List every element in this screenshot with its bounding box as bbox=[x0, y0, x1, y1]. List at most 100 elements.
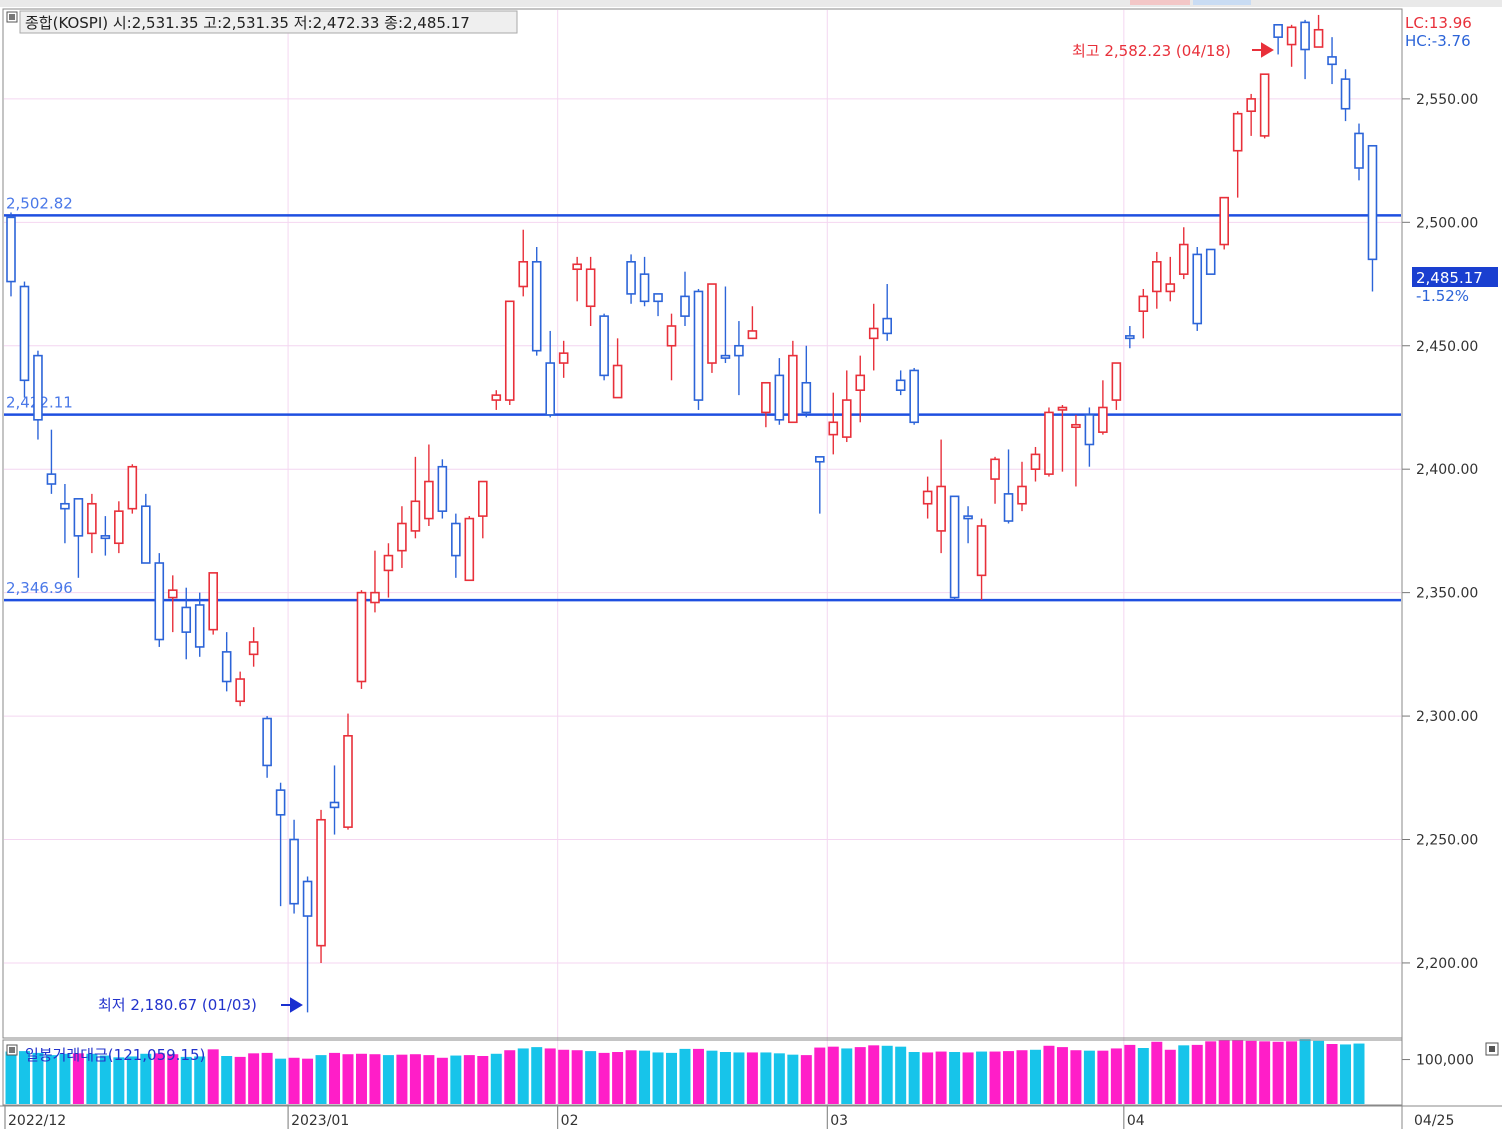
candle-body bbox=[262, 717, 272, 767]
volume-bar bbox=[194, 1056, 206, 1104]
volume-bar bbox=[315, 1055, 327, 1104]
candle-body bbox=[1367, 144, 1378, 261]
candle-body bbox=[1084, 414, 1095, 446]
candle bbox=[963, 506, 973, 544]
candle bbox=[194, 592, 205, 657]
volume-bar bbox=[1097, 1050, 1109, 1104]
candle-body bbox=[424, 480, 434, 520]
volume-bar bbox=[746, 1052, 758, 1104]
candle-body bbox=[370, 591, 380, 604]
candle-body bbox=[882, 317, 893, 335]
candle-body bbox=[585, 268, 596, 308]
candle-body bbox=[1354, 132, 1364, 169]
candle bbox=[801, 345, 812, 418]
candle bbox=[1219, 196, 1229, 250]
candle-body bbox=[1071, 423, 1081, 429]
volume-bar bbox=[989, 1051, 1001, 1104]
candle bbox=[1003, 449, 1014, 524]
volume-bar bbox=[1083, 1050, 1095, 1104]
candle-body bbox=[167, 589, 178, 599]
candle bbox=[949, 495, 960, 601]
volume-bar bbox=[490, 1053, 502, 1104]
volume-bar bbox=[558, 1049, 570, 1104]
candle-body bbox=[639, 273, 650, 303]
candle-body bbox=[1165, 283, 1176, 293]
candle-body bbox=[909, 369, 919, 424]
candle-body bbox=[208, 572, 218, 631]
volume-bar bbox=[1205, 1041, 1217, 1104]
candle bbox=[1273, 24, 1283, 55]
candle-body bbox=[828, 421, 839, 436]
candle-body bbox=[1300, 21, 1310, 51]
candle-body bbox=[720, 354, 731, 359]
candle-body bbox=[437, 465, 448, 512]
volume-bar bbox=[800, 1055, 812, 1104]
volume-bar bbox=[207, 1049, 219, 1104]
candle-body bbox=[990, 458, 1000, 480]
candle bbox=[262, 716, 272, 778]
volume-bar bbox=[1245, 1040, 1257, 1104]
candle-body bbox=[154, 562, 165, 641]
candle-body bbox=[397, 522, 407, 552]
candle-body bbox=[410, 500, 421, 532]
candle-body bbox=[922, 490, 933, 505]
candle bbox=[451, 513, 461, 578]
volume-bar bbox=[652, 1052, 664, 1104]
candle-body bbox=[1313, 28, 1324, 48]
candle bbox=[1044, 407, 1054, 477]
candle-body bbox=[653, 293, 663, 303]
candle-body bbox=[936, 485, 946, 532]
candle-body bbox=[235, 678, 245, 703]
candle bbox=[1286, 24, 1297, 67]
volume-bar bbox=[1326, 1044, 1338, 1104]
candle-body bbox=[1273, 24, 1283, 38]
candle bbox=[1354, 123, 1364, 181]
candle bbox=[46, 429, 57, 494]
volume-bar bbox=[329, 1052, 341, 1104]
candle-body bbox=[963, 515, 973, 520]
candle-body bbox=[1057, 406, 1068, 411]
candle bbox=[747, 306, 758, 340]
candle-body bbox=[1030, 453, 1041, 470]
volume-bar bbox=[962, 1052, 974, 1104]
candle bbox=[1205, 248, 1216, 275]
candle-body bbox=[1003, 493, 1014, 522]
volume-bar bbox=[355, 1053, 367, 1104]
candle-body bbox=[127, 465, 138, 510]
candle bbox=[1340, 69, 1351, 122]
candle-body bbox=[801, 381, 812, 414]
candle-body bbox=[1205, 248, 1216, 275]
candle-body bbox=[1125, 335, 1135, 340]
candle-body bbox=[356, 591, 367, 683]
candle bbox=[1125, 326, 1135, 349]
candle bbox=[1030, 446, 1041, 482]
volume-bar bbox=[1016, 1050, 1028, 1104]
volume-bar bbox=[1286, 1041, 1298, 1104]
volume-bar bbox=[1164, 1049, 1176, 1104]
volume-bar bbox=[409, 1054, 421, 1104]
volume-bar bbox=[1191, 1044, 1203, 1104]
x-tick-label: 04/25 bbox=[1414, 1113, 1454, 1129]
candle bbox=[1152, 251, 1162, 309]
volume-bar bbox=[639, 1050, 651, 1104]
volume-bar bbox=[1272, 1041, 1284, 1104]
candle-body bbox=[1286, 26, 1297, 46]
volume-bar bbox=[827, 1046, 839, 1104]
volume-bar bbox=[1353, 1043, 1365, 1104]
volume-bar bbox=[706, 1050, 718, 1104]
candle-body bbox=[693, 290, 704, 401]
candle-body bbox=[895, 379, 906, 391]
candle-body bbox=[343, 735, 353, 828]
hc-indicator: HC:-3.76 bbox=[1405, 32, 1471, 50]
candle bbox=[585, 256, 596, 326]
candle-body bbox=[87, 502, 97, 535]
candle bbox=[558, 340, 569, 378]
candle-body bbox=[114, 510, 124, 545]
candle bbox=[114, 501, 124, 554]
lc-indicator: LC:13.96 bbox=[1405, 14, 1472, 32]
volume-bar bbox=[504, 1050, 516, 1104]
high-annotation: 최고 2,582.23 (04/18) bbox=[1072, 42, 1231, 60]
candle bbox=[1017, 461, 1027, 512]
candle bbox=[410, 456, 421, 539]
candle-body bbox=[788, 354, 798, 424]
